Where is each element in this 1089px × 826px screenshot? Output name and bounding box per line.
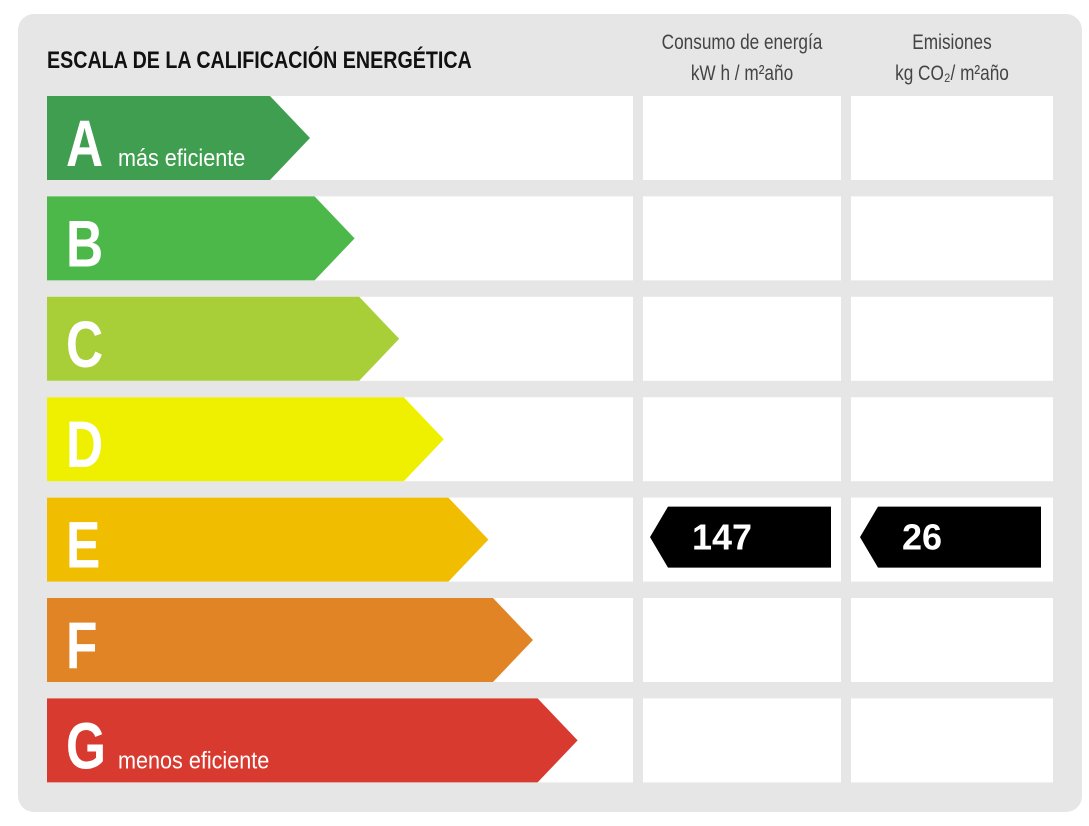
rating-arrow [47,96,310,180]
rating-arrow [47,397,444,482]
rating-letter: B [66,206,103,281]
value-cell [851,196,1053,281]
column-title: Consumo de energía [662,32,823,55]
value-badge [650,506,831,568]
value-badge [860,506,1041,568]
column-title: Emisiones [912,32,991,55]
value-cell [643,598,841,682]
value-cell [643,397,841,482]
value-cell [851,598,1053,682]
rating-arrow [47,698,578,783]
column-unit: kg CO₂/ m²año [895,63,1009,86]
rating-letter: G [66,708,106,783]
title: ESCALA DE LA CALIFICACIÓN ENERGÉTICA [47,46,472,73]
rating-letter: F [66,608,97,683]
value-text: 26 [902,517,942,558]
rating-note: más eficiente [118,144,245,171]
column-unit: kW h / m²año [691,63,793,86]
rating-arrow [47,497,489,582]
rating-letter: A [66,106,103,181]
value-cell [643,698,841,783]
rating-arrow [47,196,355,281]
value-cell [643,196,841,281]
rating-letter: C [66,307,103,382]
rating-letter: E [66,507,100,582]
value-cell [851,397,1053,482]
value-cell [851,296,1053,381]
value-cell [643,96,841,180]
value-text: 147 [692,517,752,558]
value-cell [643,296,841,381]
rating-arrow [47,598,533,682]
value-cell [851,96,1053,180]
rating-letter: D [66,407,103,482]
value-cell [851,698,1053,783]
rating-arrow [47,296,400,381]
rating-note: menos eficiente [118,746,269,773]
